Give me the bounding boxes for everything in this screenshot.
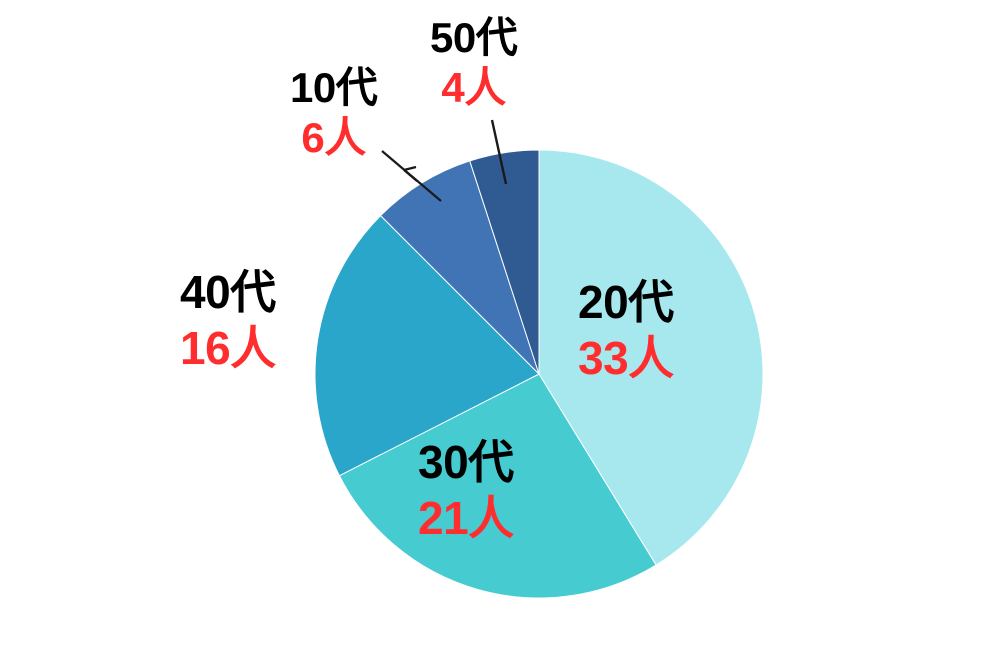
slice-label-40dai: 40代 16人	[180, 268, 276, 373]
pie-slice-30代[interactable]	[338, 373, 657, 599]
slice-category-40dai: 40代	[180, 266, 276, 318]
slice-category-10dai: 10代	[290, 64, 378, 111]
slice-value-10dai: 6人	[301, 114, 366, 162]
slice-label-10dai: 10代 6人	[290, 64, 378, 162]
slice-category-50dai: 50代	[430, 14, 518, 61]
slice-label-20dai: 20代 33人	[578, 278, 674, 383]
pie-slice-50代[interactable]	[469, 149, 540, 375]
slice-category-30dai: 30代	[418, 436, 514, 488]
pie-slice-10代[interactable]	[379, 160, 540, 375]
pie-slice-40代[interactable]	[314, 214, 540, 477]
leader-line-group	[381, 119, 508, 202]
leader-line-50dai	[490, 119, 508, 185]
slice-value-30dai: 21人	[418, 492, 514, 545]
slice-value-20dai: 33人	[578, 332, 674, 385]
slice-label-30dai: 30代 21人	[418, 438, 514, 543]
pie-slice-20代[interactable]	[538, 149, 764, 566]
slice-value-40dai: 16人	[180, 322, 276, 375]
slice-value-50dai: 4人	[441, 64, 506, 112]
pie-slice-group	[314, 149, 764, 599]
slice-label-50dai: 50代 4人	[430, 14, 518, 112]
slice-category-20dai: 20代	[578, 276, 674, 328]
leader-arrow-10dai	[403, 165, 418, 182]
